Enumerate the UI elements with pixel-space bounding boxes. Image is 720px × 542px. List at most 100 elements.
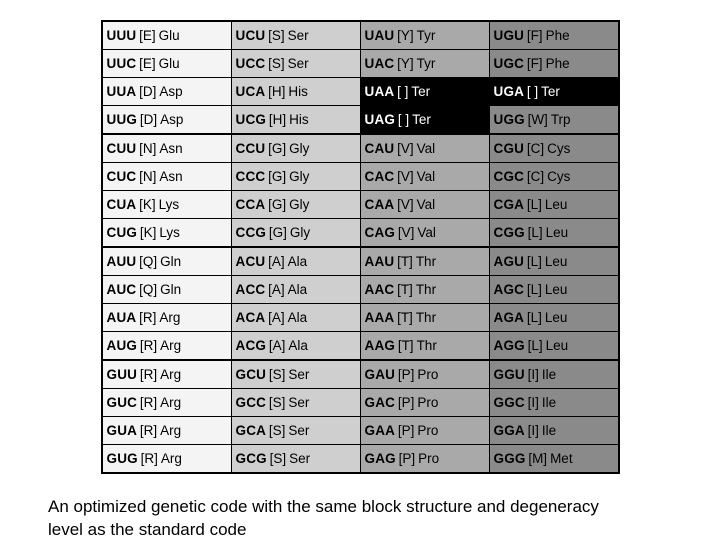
aa-three-letter: Pro [417, 389, 438, 416]
aa-one-letter: [L] [527, 248, 542, 275]
codon-triplet: UCA [236, 78, 266, 105]
aa-three-letter: Arg [160, 332, 181, 359]
aa-three-letter: Lys [159, 219, 180, 246]
aa-three-letter: Ter [411, 78, 430, 105]
codon-cell: CAU [V] Val [360, 134, 489, 163]
codon-cell: GUU [R] Arg [102, 360, 232, 389]
codon-cell: AAC [T] Thr [360, 276, 489, 304]
aa-three-letter: Val [417, 219, 436, 246]
codon-cell: GAU [P] Pro [360, 360, 489, 389]
codon-triplet: ACA [236, 304, 266, 331]
codon-cell: GAG [P] Pro [360, 445, 489, 474]
codon-triplet: CAA [365, 191, 395, 218]
aa-one-letter: [P] [399, 445, 416, 472]
codon-cell: ACG [A] Ala [231, 332, 360, 361]
codon-triplet: CAU [365, 135, 395, 162]
codon-triplet: UCU [236, 22, 266, 49]
codon-cell: AGC [L] Leu [489, 276, 619, 304]
aa-three-letter: Pro [418, 445, 439, 472]
codon-cell: CAG [V] Val [360, 219, 489, 248]
codon-triplet: UUA [107, 78, 137, 105]
aa-one-letter: [L] [527, 276, 542, 303]
aa-one-letter: [A] [268, 304, 285, 331]
codon-triplet: AAG [365, 332, 396, 359]
codon-cell: CCG [G] Gly [231, 219, 360, 248]
aa-three-letter: Gly [289, 163, 309, 190]
aa-one-letter: [D] [139, 78, 156, 105]
table-row: AUC [Q] GlnACC [A] AlaAAC [T] ThrAGC [L]… [102, 276, 619, 304]
codon-cell: GUG [R] Arg [102, 445, 232, 474]
aa-one-letter: [G] [268, 135, 286, 162]
codon-triplet: CCG [236, 219, 267, 246]
codon-cell: GAA [P] Pro [360, 417, 489, 445]
aa-one-letter: [S] [268, 22, 285, 49]
codon-cell: GAC [P] Pro [360, 389, 489, 417]
aa-three-letter: Tyr [417, 50, 436, 77]
aa-three-letter: Thr [416, 304, 436, 331]
aa-three-letter: Ile [542, 417, 556, 444]
codon-triplet: ACG [236, 332, 267, 359]
codon-triplet: CUC [107, 163, 137, 190]
codon-cell: UCC [S] Ser [231, 50, 360, 78]
aa-three-letter: Asn [159, 163, 182, 190]
codon-cell: GGA [I] Ile [489, 417, 619, 445]
codon-cell: CUA [K] Lys [102, 191, 232, 219]
codon-triplet: CUA [107, 191, 137, 218]
codon-cell: CUC [N] Asn [102, 163, 232, 191]
aa-three-letter: Met [550, 445, 573, 472]
codon-cell: CGU [C] Cys [489, 134, 619, 163]
aa-one-letter: [Q] [139, 276, 157, 303]
codon-triplet: GCG [236, 445, 267, 472]
aa-one-letter: [T] [397, 248, 413, 275]
codon-triplet: GCC [236, 389, 267, 416]
codon-triplet: CGU [494, 135, 525, 162]
codon-cell: AGU [L] Leu [489, 247, 619, 276]
codon-triplet: UGG [494, 106, 525, 133]
aa-one-letter: [S] [269, 361, 286, 388]
aa-one-letter: [I] [528, 389, 539, 416]
codon-triplet: CGC [494, 163, 525, 190]
aa-one-letter: [H] [269, 106, 286, 133]
codon-triplet: AGC [494, 276, 525, 303]
table-row: AUG [R] ArgACG [A] AlaAAG [T] ThrAGG [L]… [102, 332, 619, 361]
codon-triplet: CUG [107, 219, 138, 246]
codon-cell: ACA [A] Ala [231, 304, 360, 332]
aa-three-letter: Leu [545, 304, 568, 331]
aa-one-letter: [T] [398, 332, 414, 359]
aa-three-letter: Thr [416, 248, 436, 275]
codon-cell: AAG [T] Thr [360, 332, 489, 361]
codon-triplet: AUC [107, 276, 137, 303]
aa-three-letter: Leu [546, 332, 569, 359]
codon-cell: AAA [T] Thr [360, 304, 489, 332]
aa-three-letter: Arg [160, 389, 181, 416]
aa-one-letter: [R] [140, 417, 157, 444]
aa-one-letter: [ ] [398, 106, 409, 133]
codon-triplet: GUG [107, 445, 138, 472]
aa-one-letter: [E] [139, 22, 156, 49]
aa-one-letter: [M] [528, 445, 547, 472]
aa-one-letter: [A] [268, 248, 285, 275]
codon-triplet: AGU [494, 248, 525, 275]
codon-cell: UAU [Y] Tyr [360, 21, 489, 50]
codon-cell: UGC [F] Phe [489, 50, 619, 78]
aa-one-letter: [Y] [397, 50, 414, 77]
table-row: GUG [R] ArgGCG [S] SerGAG [P] ProGGG [M]… [102, 445, 619, 474]
aa-one-letter: [N] [139, 163, 156, 190]
aa-three-letter: Gln [160, 276, 181, 303]
aa-three-letter: Tyr [417, 22, 436, 49]
table-row: GUU [R] ArgGCU [S] SerGAU [P] ProGGU [I]… [102, 360, 619, 389]
aa-three-letter: Pro [417, 417, 438, 444]
codon-triplet: GGC [494, 389, 525, 416]
codon-triplet: UCC [236, 50, 266, 77]
codon-cell: UUC [E] Glu [102, 50, 232, 78]
aa-three-letter: Ser [289, 445, 310, 472]
codon-cell: UUG [D] Asp [102, 106, 232, 135]
aa-three-letter: Ile [542, 361, 556, 388]
codon-triplet: CAG [365, 219, 396, 246]
codon-cell: AAU [T] Thr [360, 247, 489, 276]
aa-three-letter: Ter [412, 106, 431, 133]
aa-one-letter: [V] [398, 219, 415, 246]
aa-three-letter: Gln [160, 248, 181, 275]
codon-cell: CCC [G] Gly [231, 163, 360, 191]
codon-cell: AGG [L] Leu [489, 332, 619, 361]
